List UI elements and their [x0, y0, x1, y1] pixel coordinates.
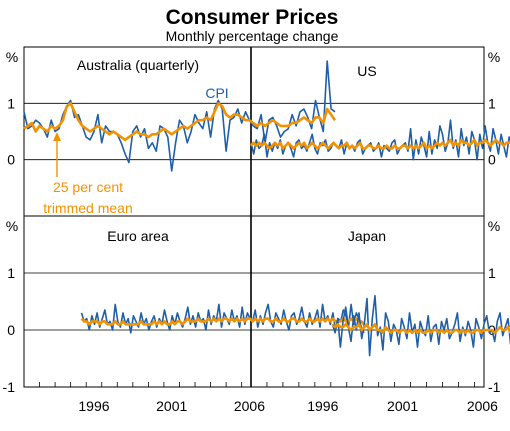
y-tick-label-right: 0	[488, 152, 496, 168]
x-tick-label: 2006	[467, 398, 498, 414]
y-tick-label-left: 0	[7, 322, 15, 338]
chart-frame	[23, 46, 485, 388]
series-trimmed_mean-japan	[331, 322, 510, 335]
series-cpi-australia	[23, 60, 336, 172]
x-tick-label: 1996	[307, 398, 338, 414]
panel-title-euro: Euro area	[107, 228, 169, 244]
x-tick-label: 1996	[78, 398, 109, 414]
chart-subtitle: Monthly percentage change	[166, 28, 339, 44]
panel-title-us: US	[357, 63, 376, 79]
x-tick-label: 2001	[387, 398, 418, 414]
series-trimmed_mean-australia	[23, 102, 337, 142]
y-tick-label-right: 1	[488, 265, 496, 281]
y-unit-right: %	[488, 49, 500, 65]
annotation-arrow-head	[53, 132, 61, 141]
y-unit-left: %	[6, 49, 18, 65]
y-tick-label-right: 1	[488, 95, 496, 111]
series-cpi-japan	[331, 294, 510, 357]
annotation-trimmed-mean-line1: 25 per cent	[53, 179, 123, 195]
y-tick-label-left: 1	[7, 95, 15, 111]
x-tick-label: 2006	[234, 398, 265, 414]
y-tick-label-right: -1	[488, 379, 501, 395]
y-unit-left: %	[6, 218, 18, 234]
y-tick-label-left: -1	[3, 379, 16, 395]
panel-title-japan: Japan	[348, 228, 386, 244]
panel-australia: Australia (quarterly)	[23, 57, 337, 172]
y-unit-right: %	[488, 218, 500, 234]
chart-title: Consumer Prices	[166, 6, 339, 29]
panel-japan: Japan	[331, 228, 510, 357]
y-tick-label-left: 1	[7, 265, 15, 281]
series-trimmed_mean-euro	[80, 317, 365, 326]
panel-us: US	[250, 63, 510, 161]
panel-euro: Euro area	[80, 228, 365, 334]
annotation-cpi: CPI	[205, 85, 228, 101]
series-trimmed_mean-us	[250, 138, 510, 150]
annotation-trimmed-mean-line2: trimmed mean	[43, 200, 132, 216]
y-tick-label-left: 0	[7, 152, 15, 168]
panel-title-australia: Australia (quarterly)	[77, 57, 199, 73]
x-tick-label: 2001	[156, 398, 187, 414]
